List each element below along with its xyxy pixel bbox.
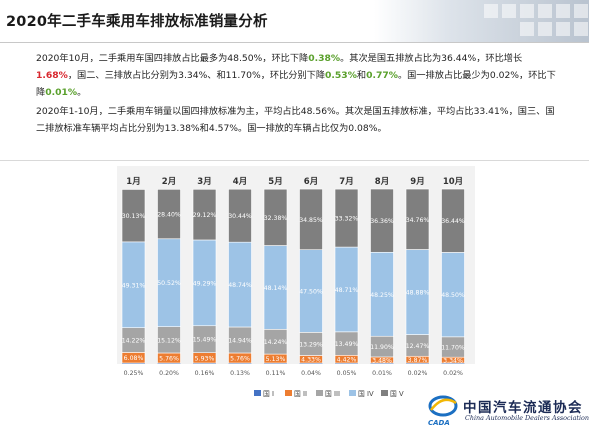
data-label: 29.12% [193, 212, 217, 219]
data-label: 3.34% [443, 358, 463, 365]
data-label: 30.13% [122, 213, 146, 220]
data-label-国I: 0.13% [230, 370, 250, 377]
data-label-国I: 0.02% [408, 370, 428, 377]
data-label: 14.22% [122, 338, 146, 345]
data-label-国I: 0.11% [266, 370, 286, 377]
month-label: 4月 [233, 177, 247, 187]
month-label: 10月 [443, 177, 463, 187]
data-label: 3.48% [372, 357, 392, 364]
month-label: 9月 [410, 177, 424, 187]
data-label: 33.32% [335, 216, 359, 223]
data-label-国I: 0.25% [124, 370, 144, 377]
month-label: 1月 [126, 177, 140, 187]
data-label: 4.42% [337, 357, 357, 364]
data-label-国I: 0.20% [159, 370, 179, 377]
data-label-国I: 0.02% [443, 370, 463, 377]
cada-logo: CADA 中国汽车流通协会 China Automobile Dealers A… [425, 390, 589, 428]
month-label: 3月 [197, 177, 211, 187]
data-label: 48.71% [335, 287, 359, 294]
data-label: 14.94% [228, 337, 252, 344]
data-label: 36.44% [441, 218, 465, 225]
data-label: 14.24% [264, 339, 288, 346]
data-label: 5.93% [195, 355, 215, 362]
month-label: 2月 [162, 177, 176, 187]
legend-entry: 国 III [325, 390, 340, 398]
data-label-国I: 0.01% [372, 370, 392, 377]
legend-swatch-国IV [349, 390, 356, 396]
data-label: 15.12% [157, 337, 181, 344]
data-label: 30.44% [228, 213, 252, 220]
month-label: 5月 [268, 177, 282, 187]
legend-entry: 国 V [390, 390, 404, 398]
data-label: 15.49% [193, 337, 217, 344]
legend-entry: 国 I [263, 390, 274, 398]
data-label: 48.74% [228, 282, 252, 289]
data-label: 48.14% [264, 285, 288, 292]
data-label: 5.76% [159, 355, 179, 362]
data-label: 34.76% [406, 217, 430, 224]
data-label: 48.50% [441, 292, 465, 299]
data-label: 48.88% [406, 290, 430, 297]
data-label: 6.08% [124, 355, 144, 362]
data-label: 36.36% [370, 218, 394, 225]
data-label: 50.52% [157, 280, 181, 287]
data-label: 28.40% [157, 212, 181, 219]
data-label-国I: 0.05% [337, 370, 357, 377]
logo-name-english: China Automobile Dealers Association [465, 414, 589, 422]
data-label: 11.90% [370, 344, 394, 351]
data-label: 32.38% [264, 215, 288, 222]
data-label: 13.29% [299, 341, 323, 348]
data-label-国I: 0.04% [301, 370, 321, 377]
legend-entry: 国 IV [358, 390, 374, 398]
data-label: 47.50% [299, 289, 323, 296]
month-label: 8月 [375, 177, 389, 187]
legend-swatch-国II [285, 390, 292, 396]
data-label: 12.47% [406, 343, 430, 350]
data-label: 34.85% [299, 217, 323, 224]
cada-logo-icon: CADA [425, 390, 463, 428]
month-label: 6月 [304, 177, 318, 187]
logo-name-chinese: 中国汽车流通协会 [463, 396, 583, 416]
legend-swatch-国I [254, 390, 261, 396]
data-label-国I: 0.16% [195, 370, 215, 377]
data-label: 4.33% [301, 357, 321, 364]
legend-swatch-国III [316, 390, 323, 396]
legend-entry: 国 II [294, 390, 307, 398]
legend-swatch-国V [381, 390, 388, 396]
data-label: 48.25% [370, 292, 394, 299]
month-label: 7月 [339, 177, 353, 187]
data-label: 13.49% [335, 341, 359, 348]
data-label: 11.70% [441, 345, 465, 352]
data-label: 49.31% [122, 282, 146, 289]
data-label: 49.29% [193, 280, 217, 287]
logo-mark-text: CADA [428, 419, 450, 427]
data-label: 5.13% [266, 356, 286, 363]
data-label: 5.76% [230, 355, 250, 362]
